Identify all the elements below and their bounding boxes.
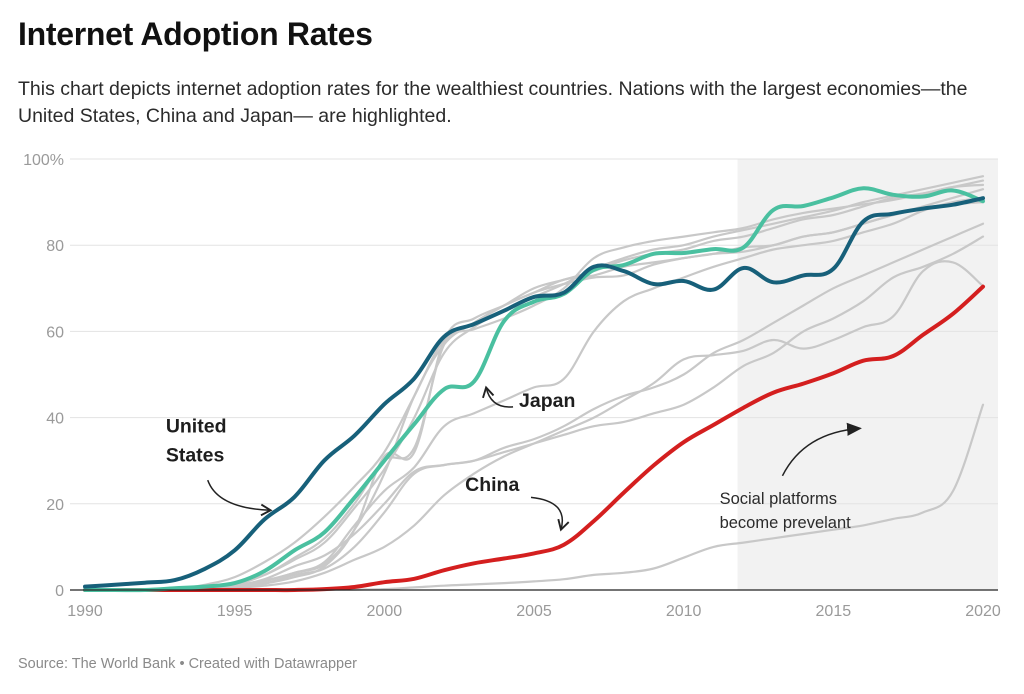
x-tick-label: 2020: [965, 603, 1001, 620]
series-line-united-states: [83, 196, 985, 589]
y-tick-label: 40: [46, 411, 64, 428]
annotation-us-text: States: [166, 445, 225, 467]
annotation-japan-arrow-icon: [482, 385, 514, 408]
x-tick-label: 2000: [367, 603, 403, 620]
y-tick-label: 20: [46, 497, 64, 514]
x-tick-label: 2015: [816, 603, 852, 620]
annotation-social-text: Social platforms: [720, 490, 837, 508]
y-tick-label: 60: [46, 324, 64, 341]
series-line-other-1: [83, 179, 985, 592]
x-tick-label: 1990: [67, 603, 103, 620]
y-tick-label: 100%: [23, 152, 64, 169]
annotation-social-arrow-icon: [781, 422, 862, 477]
annotation-china-arrow-icon: [530, 496, 570, 532]
chart-subtitle: This chart depicts internet adoption rat…: [18, 78, 968, 127]
source-footer: Source: The World Bank • Created with Da…: [18, 656, 358, 672]
y-tick-label: 80: [46, 238, 64, 255]
annotation-us-arrow-icon: [207, 479, 273, 517]
y-tick-label: 0: [55, 583, 64, 600]
series-line-japan: [83, 186, 985, 593]
annotation-japan-text: Japan: [519, 390, 575, 412]
annotation-china-text: China: [465, 474, 519, 496]
x-tick-label: 1995: [217, 603, 253, 620]
annotation-social-text: become prevelant: [720, 514, 852, 532]
chart-title: Internet Adoption Rates: [18, 16, 373, 52]
grid-lines: [70, 158, 998, 505]
series-line-other-9: [83, 235, 985, 592]
annotations-group: United States Japan China Social platforms be…: [166, 385, 862, 532]
x-tick-label: 2005: [516, 603, 552, 620]
x-tick-label: 2010: [666, 603, 702, 620]
x-axis-labels: 1990 1995 2000 2005 2010 2015 2020: [67, 603, 1001, 620]
annotation-us-text: United: [166, 416, 227, 438]
y-axis-labels: 0 20 40 60 80 100%: [23, 152, 64, 600]
